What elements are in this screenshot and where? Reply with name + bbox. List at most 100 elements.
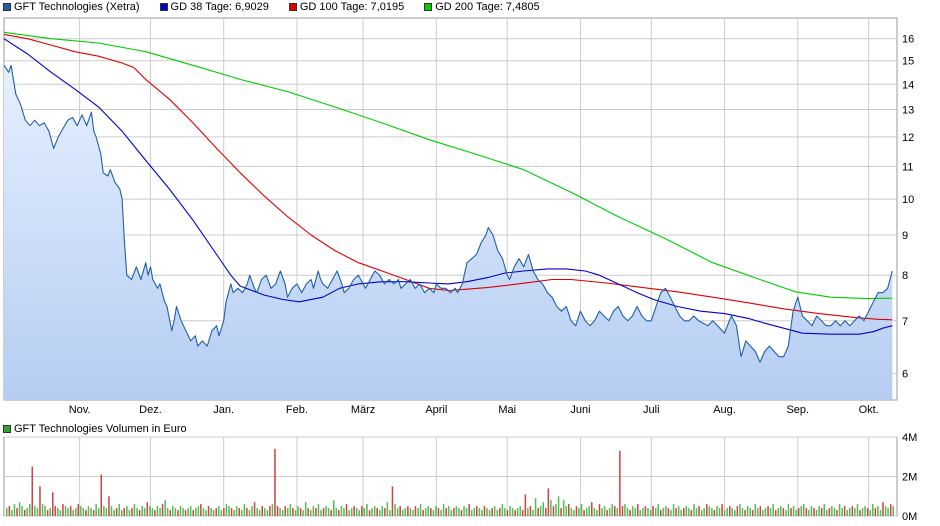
- volume-bar: [596, 510, 598, 516]
- volume-bar: [92, 510, 95, 516]
- y-tick-label: 14: [902, 79, 914, 91]
- volume-bar: [98, 508, 100, 516]
- volume-bar: [606, 510, 608, 516]
- volume-bar: [488, 510, 491, 516]
- volume-bar: [394, 504, 396, 516]
- y-tick-label: 11: [902, 162, 913, 174]
- volume-bar: [36, 508, 39, 516]
- volume-bar: [207, 506, 210, 516]
- volume-bar: [292, 508, 294, 516]
- volume-bar: [26, 508, 28, 516]
- volume-bar: [126, 506, 128, 516]
- volume-bar: [358, 510, 361, 516]
- volume-bar: [856, 504, 859, 516]
- volume-bar: [8, 506, 11, 516]
- volume-bar: [782, 508, 785, 516]
- volume-bar: [115, 508, 118, 516]
- volume-bar: [744, 510, 746, 516]
- volume-bar: [854, 508, 856, 516]
- volume-bar: [499, 508, 501, 516]
- volume-bar: [614, 506, 616, 516]
- volume-bar: [823, 504, 826, 516]
- volume-bar: [872, 504, 874, 516]
- volume-bar: [892, 506, 894, 516]
- volume-bar: [59, 510, 62, 516]
- volume-bar: [202, 508, 205, 516]
- x-tick-label: Okt.: [859, 404, 879, 416]
- volume-bar: [483, 506, 486, 516]
- volume-bar: [527, 508, 529, 516]
- volume-bar: [772, 504, 774, 516]
- volume-bar: [769, 508, 772, 516]
- volume-bar: [179, 506, 182, 516]
- volume-bar: [195, 508, 197, 516]
- volume-bar: [192, 510, 195, 516]
- volume-bar: [826, 510, 828, 516]
- volume-bar: [77, 504, 80, 516]
- volume-bar: [151, 508, 154, 516]
- volume-bar: [327, 508, 330, 516]
- volume-bar: [660, 510, 662, 516]
- volume-bar: [182, 508, 184, 516]
- volume-bar: [389, 510, 391, 516]
- volume-bar: [534, 498, 537, 516]
- volume-bar: [762, 510, 764, 516]
- volume-bar: [611, 504, 613, 516]
- volume-bar: [481, 510, 483, 516]
- volume-bar: [422, 510, 424, 516]
- y-tick-label: 7: [902, 316, 908, 328]
- volume-bar: [82, 508, 85, 516]
- volume-bar: [373, 506, 376, 516]
- volume-bar: [248, 510, 251, 516]
- volume-bar: [797, 508, 800, 516]
- volume-bar: [759, 506, 762, 516]
- volume-bar: [754, 504, 757, 516]
- volume-bar: [629, 510, 631, 516]
- volume-bar: [828, 508, 831, 516]
- volume-bar: [118, 504, 120, 516]
- volume-bar: [371, 508, 373, 516]
- volume-bar: [330, 510, 332, 516]
- volume-bar: [751, 510, 754, 516]
- volume-bar: [241, 510, 243, 516]
- volume-bar: [473, 508, 476, 516]
- volume-bar: [289, 504, 292, 516]
- volume-bar: [619, 450, 621, 516]
- volume-bar: [141, 506, 143, 516]
- volume-bar: [680, 510, 682, 516]
- volume-bar: [131, 508, 133, 516]
- volume-bar: [164, 500, 166, 516]
- volume-bar: [174, 508, 177, 516]
- volume-bar: [95, 504, 97, 516]
- volume-bar: [716, 506, 718, 516]
- volume-bar: [407, 506, 409, 516]
- legend-label: GD 200 Tage: 7,4805: [435, 1, 540, 13]
- volume-bar: [348, 510, 350, 516]
- volume-bar: [146, 502, 149, 516]
- volume-bar: [172, 506, 174, 516]
- volume-bar: [711, 508, 713, 516]
- legend-label: GD 100 Tage: 7,0195: [299, 1, 405, 13]
- volume-bar: [317, 504, 320, 516]
- volume-bar: [616, 508, 619, 516]
- volume-bar: [458, 508, 460, 516]
- y-tick-label: 8: [902, 270, 908, 282]
- volume-bar: [335, 508, 338, 516]
- volume-bar: [833, 508, 836, 516]
- volume-bar: [713, 510, 716, 516]
- volume-bar: [381, 506, 384, 516]
- volume-bar: [80, 506, 82, 516]
- volume-bar: [417, 508, 419, 516]
- volume-bar: [29, 504, 31, 516]
- volume-bar: [562, 500, 565, 516]
- volume-bar: [87, 506, 90, 516]
- volume-bar: [154, 510, 156, 516]
- volume-bar: [72, 510, 74, 516]
- volume-bar: [271, 504, 274, 516]
- volume-bar: [836, 510, 838, 516]
- volume-bar: [685, 506, 688, 516]
- volume-bar: [874, 508, 877, 516]
- volume-bar: [565, 506, 568, 516]
- volume-bar: [419, 504, 422, 516]
- y-tick-label: 16: [902, 34, 914, 46]
